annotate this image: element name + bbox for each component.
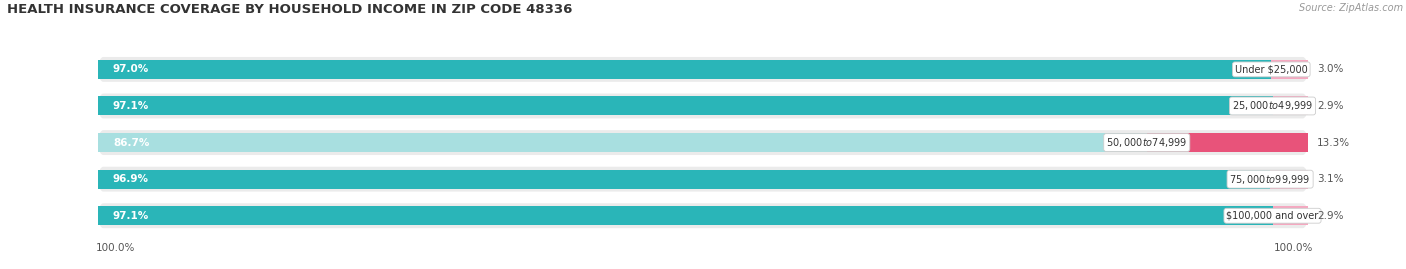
Bar: [1271, 60, 1308, 79]
Text: $50,000 to $74,999: $50,000 to $74,999: [1107, 136, 1188, 149]
Text: Under $25,000: Under $25,000: [1234, 64, 1308, 75]
FancyBboxPatch shape: [98, 94, 1308, 118]
Bar: [98, 206, 1272, 225]
Text: 97.1%: 97.1%: [112, 211, 149, 221]
Text: $100,000 and over: $100,000 and over: [1226, 211, 1319, 221]
Bar: [98, 97, 1272, 115]
Text: HEALTH INSURANCE COVERAGE BY HOUSEHOLD INCOME IN ZIP CODE 48336: HEALTH INSURANCE COVERAGE BY HOUSEHOLD I…: [7, 3, 572, 16]
Text: 13.3%: 13.3%: [1317, 137, 1350, 148]
Bar: [1270, 170, 1308, 189]
Text: Source: ZipAtlas.com: Source: ZipAtlas.com: [1299, 3, 1403, 13]
Text: 2.9%: 2.9%: [1317, 101, 1344, 111]
Text: 96.9%: 96.9%: [112, 174, 149, 184]
Text: 2.9%: 2.9%: [1317, 211, 1344, 221]
Text: 97.0%: 97.0%: [112, 64, 149, 75]
FancyBboxPatch shape: [98, 203, 1308, 228]
FancyBboxPatch shape: [98, 167, 1308, 192]
Bar: [1272, 206, 1308, 225]
Bar: [1147, 133, 1308, 152]
Bar: [1272, 97, 1308, 115]
Bar: [98, 60, 1271, 79]
Text: 86.7%: 86.7%: [112, 137, 149, 148]
Text: 97.1%: 97.1%: [112, 101, 149, 111]
FancyBboxPatch shape: [98, 57, 1308, 82]
Text: $75,000 to $99,999: $75,000 to $99,999: [1229, 173, 1310, 186]
Text: 100.0%: 100.0%: [96, 243, 135, 253]
Text: 3.0%: 3.0%: [1317, 64, 1344, 75]
Bar: [98, 170, 1270, 189]
Text: 3.1%: 3.1%: [1317, 174, 1344, 184]
FancyBboxPatch shape: [98, 130, 1308, 155]
Text: $25,000 to $49,999: $25,000 to $49,999: [1232, 100, 1313, 112]
Bar: [98, 133, 1147, 152]
Text: 100.0%: 100.0%: [1274, 243, 1313, 253]
